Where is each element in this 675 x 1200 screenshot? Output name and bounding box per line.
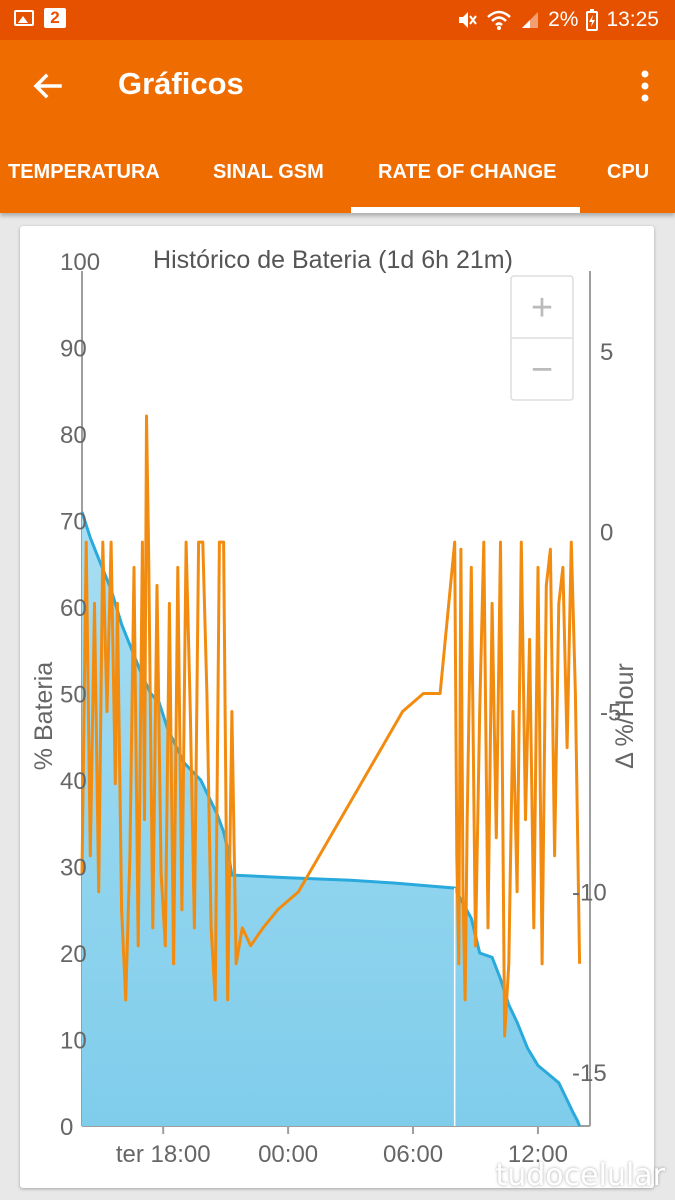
mute-icon bbox=[459, 12, 477, 28]
y2-tick-label: -5 bbox=[600, 700, 621, 727]
signal-icon bbox=[522, 12, 539, 28]
battery-charging-icon bbox=[586, 9, 599, 31]
y2-tick-label: -10 bbox=[572, 880, 607, 907]
y-tick-label: 20 bbox=[60, 941, 87, 968]
x-tick-label: 06:00 bbox=[383, 1141, 443, 1168]
image-notification-icon bbox=[14, 10, 34, 26]
app-bar: Gráficos bbox=[0, 40, 675, 135]
overflow-menu-icon[interactable] bbox=[641, 70, 649, 102]
battery-history-chart[interactable]: Histórico de Bateria (1d 6h 21m) 0 10 20 30… bbox=[20, 226, 654, 1188]
zoom-out-button[interactable]: − bbox=[531, 349, 553, 391]
y-axis-label: % Bateria bbox=[30, 662, 58, 770]
tab-temperatura[interactable]: TEMPERATURA bbox=[8, 161, 160, 183]
active-tab-indicator bbox=[351, 207, 580, 213]
y-tick-label: 80 bbox=[60, 422, 87, 449]
tab-bar: TEMPERATURA SINAL GSM RATE OF CHANGE CPU bbox=[0, 135, 675, 213]
wifi-icon bbox=[487, 10, 511, 30]
y-tick-label: 40 bbox=[60, 768, 87, 795]
status-bar: 2 2% 13:25 bbox=[0, 0, 675, 40]
y-tick-label: 90 bbox=[60, 336, 87, 363]
y-tick-label: 50 bbox=[60, 682, 87, 709]
tab-rate-of-change[interactable]: RATE OF CHANGE bbox=[378, 161, 557, 183]
y2-tick-label: -15 bbox=[572, 1060, 607, 1087]
back-arrow-icon[interactable] bbox=[30, 68, 66, 104]
chart-card: Histórico de Bateria (1d 6h 21m) 0 10 20 30… bbox=[20, 226, 654, 1188]
page-title: Gráficos bbox=[118, 66, 244, 101]
tab-cpu[interactable]: CPU bbox=[607, 161, 650, 183]
y2-axis-label: Δ %/Hour bbox=[611, 663, 639, 769]
y-tick-label: 70 bbox=[60, 509, 87, 536]
notification-count-badge: 2 bbox=[44, 8, 66, 28]
y-tick-label: 10 bbox=[60, 1028, 87, 1055]
y-tick-label: 0 bbox=[60, 1114, 73, 1141]
y-tick-label: 100 bbox=[60, 249, 100, 276]
clock: 13:25 bbox=[606, 8, 659, 31]
tab-sinal-gsm[interactable]: SINAL GSM bbox=[213, 161, 324, 183]
watermark-logo: tudocelular bbox=[495, 1158, 665, 1193]
zoom-in-button[interactable]: + bbox=[531, 287, 553, 329]
x-tick-label: ter 18:00 bbox=[116, 1141, 211, 1168]
rate-of-change-line bbox=[80, 414, 582, 1038]
chart-title: Histórico de Bateria (1d 6h 21m) bbox=[153, 246, 513, 274]
y2-tick-label: 5 bbox=[600, 339, 613, 366]
x-tick-label: 12:00 bbox=[508, 1141, 568, 1168]
battery-percent: 2% bbox=[548, 8, 579, 31]
x-tick-label: 00:00 bbox=[258, 1141, 318, 1168]
y2-tick-label: 0 bbox=[600, 519, 613, 546]
y-tick-label: 30 bbox=[60, 855, 87, 882]
y-tick-label: 60 bbox=[60, 595, 87, 622]
zoom-controls: + − bbox=[510, 275, 574, 401]
